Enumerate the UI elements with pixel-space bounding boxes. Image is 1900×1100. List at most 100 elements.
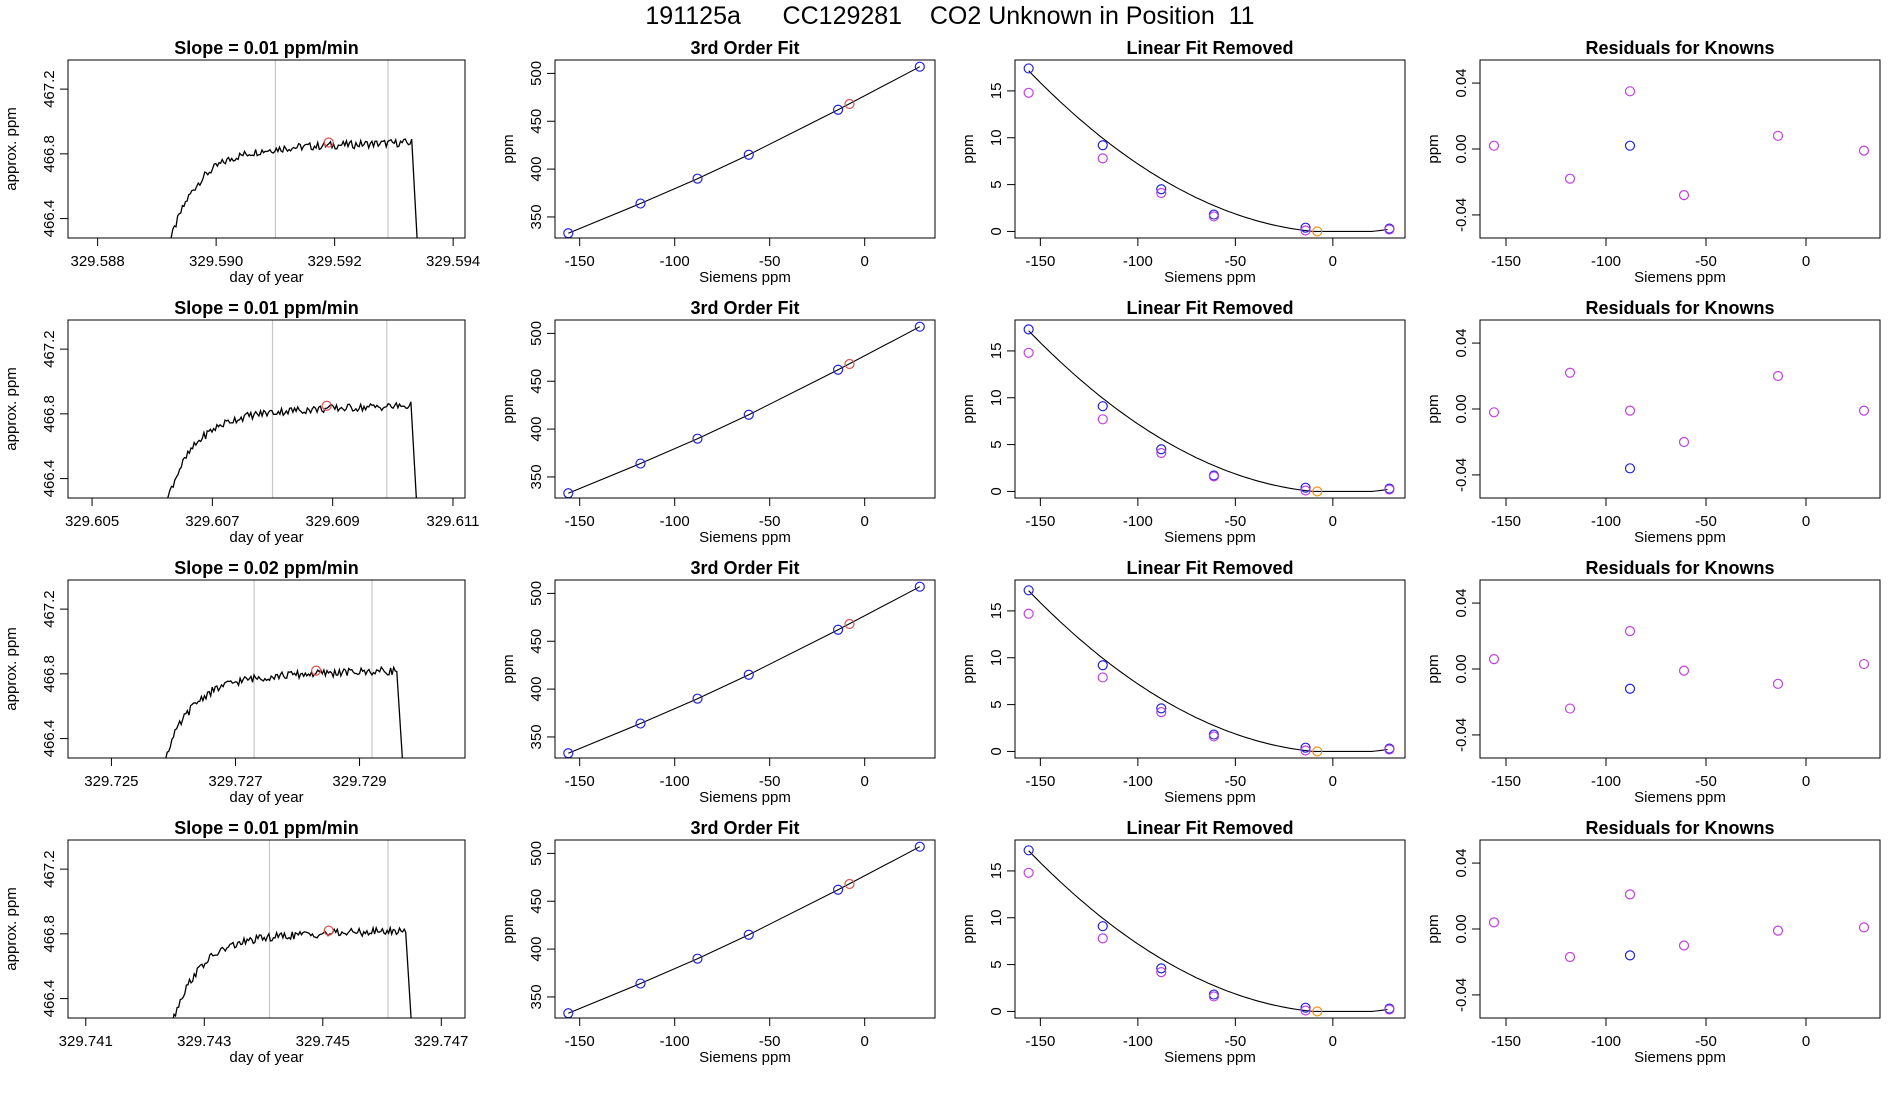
y-axis-label: ppm (500, 654, 517, 683)
removed-point (1208, 731, 1220, 742)
removed-point (1023, 347, 1034, 358)
known-point (743, 669, 754, 680)
x-tick-label: -50 (1225, 513, 1247, 530)
x-tick-label: 0 (1329, 773, 1337, 790)
removed-point (1023, 87, 1034, 98)
known-point (635, 718, 646, 729)
residual-point (1488, 407, 1500, 418)
plot-area (1488, 625, 1870, 714)
plot-area (563, 321, 925, 498)
x-axis-label: Siemens ppm (1634, 1049, 1726, 1066)
known-point (1023, 63, 1034, 74)
y-axis-label: ppm (960, 654, 977, 683)
x-tick-label: 0 (1329, 1033, 1337, 1050)
y-tick-label: 467.2 (41, 590, 58, 628)
panel-fit-row-3: 3rd Order Fit -150 -100 -50 0 350 400 450 500 Sie… (500, 558, 936, 806)
fit-curve (1028, 70, 1388, 232)
y-tick-label: 0 (988, 227, 1005, 235)
x-tick-label: 0 (1329, 513, 1337, 530)
plot-area (165, 580, 404, 758)
y-tick-label: 500 (528, 61, 545, 86)
page-title: 191125a CC129281 CO2 Unknown in Position… (645, 2, 1255, 30)
y-tick-label: 500 (528, 841, 545, 866)
fit-curve (568, 846, 921, 1014)
y-tick-label: 0.00 (1453, 914, 1470, 943)
y-tick-label: -0.04 (1453, 718, 1470, 752)
panel-lin-row-2: Linear Fit Removed -150 -100 -50 0 0 5 10 15 Siem… (960, 298, 1406, 546)
x-axis-label: Siemens ppm (1634, 789, 1726, 806)
y-tick-label: 350 (528, 204, 545, 229)
y-tick-label: -0.04 (1453, 458, 1470, 492)
y-tick-label: 466.4 (41, 460, 58, 498)
panel-title: Linear Fit Removed (1126, 818, 1293, 838)
x-tick-label: -50 (1695, 1033, 1717, 1050)
residual-point (1624, 889, 1636, 900)
x-axis-label: Siemens ppm (699, 529, 791, 546)
known-point (743, 409, 754, 420)
y-axis-label: ppm (1425, 134, 1442, 163)
residual-point (1564, 173, 1576, 184)
x-tick-label: -50 (759, 253, 781, 270)
fit-curve (1028, 590, 1388, 752)
panel-title: Residuals for Knowns (1585, 298, 1774, 318)
x-tick-label: -150 (1491, 1033, 1521, 1050)
y-tick-label: 450 (528, 889, 545, 914)
plot-area (170, 60, 418, 238)
y-axis-label: ppm (960, 394, 977, 423)
x-tick-label: 0 (1802, 253, 1810, 270)
sample-marker (311, 665, 322, 676)
y-axis-label: ppm (500, 914, 517, 943)
residual-point (1678, 665, 1690, 676)
panel-fit-row-1: 3rd Order Fit -150 -100 -50 0 350 400 450 500 Sie… (500, 38, 936, 286)
removed-point (1384, 1004, 1395, 1015)
y-tick-label: -0.04 (1453, 198, 1470, 232)
x-axis-label: day of year (229, 789, 303, 806)
x-axis-label: Siemens ppm (1634, 529, 1726, 546)
known-point (1023, 845, 1034, 856)
x-tick-label: -100 (660, 1033, 690, 1050)
sample-marker (323, 925, 334, 936)
x-axis-label: day of year (229, 1049, 303, 1066)
panel-time-row-4: Slope = 0.01 ppm/min 329.741 329.743 329.74… (3, 818, 468, 1066)
x-axis-label: day of year (229, 269, 303, 286)
removed-point (1300, 1005, 1311, 1016)
known-point (1300, 482, 1311, 493)
removed-point (1300, 225, 1311, 236)
panel-time-row-1: Slope = 0.01 ppm/min 329.588 329.590 329.59… (3, 38, 480, 286)
plot-frame (1014, 579, 1406, 759)
plot-frame (554, 579, 936, 759)
y-tick-label: 0.04 (1453, 68, 1470, 97)
x-tick-label: -150 (1491, 253, 1521, 270)
x-tick-label: -50 (1225, 1033, 1247, 1050)
y-tick-label: 450 (528, 629, 545, 654)
y-tick-label: 450 (528, 369, 545, 394)
x-tick-label: -50 (1695, 773, 1717, 790)
panel-title: Linear Fit Removed (1126, 38, 1293, 58)
y-tick-label: 10 (988, 649, 1005, 666)
data-trace (170, 137, 418, 238)
known-point (743, 149, 754, 160)
x-tick-label: 329.611 (426, 513, 479, 530)
plot-frame (67, 59, 466, 239)
x-tick-label: -50 (759, 1033, 781, 1050)
y-tick-label: 466.8 (41, 915, 58, 953)
residual-point (1858, 145, 1870, 156)
x-tick-label: 0 (861, 513, 869, 530)
known-point (1156, 703, 1167, 714)
removed-point (1384, 224, 1395, 235)
y-tick-label: 467.2 (41, 850, 58, 888)
x-tick-label: 0 (1802, 1033, 1810, 1050)
fit-curve (568, 586, 921, 754)
y-tick-label: 0.00 (1453, 394, 1470, 423)
fit-curve (568, 326, 921, 494)
x-tick-label: 329.594 (426, 253, 480, 270)
x-tick-label: -150 (565, 1033, 595, 1050)
plot-area (1488, 86, 1870, 201)
removed-point (1097, 933, 1108, 944)
x-tick-label: -100 (660, 773, 690, 790)
residual-point (1678, 436, 1690, 448)
plot-area (172, 840, 412, 1018)
known-point (1097, 140, 1108, 151)
fit-curve (568, 66, 921, 234)
residual-point-known (1624, 140, 1636, 151)
